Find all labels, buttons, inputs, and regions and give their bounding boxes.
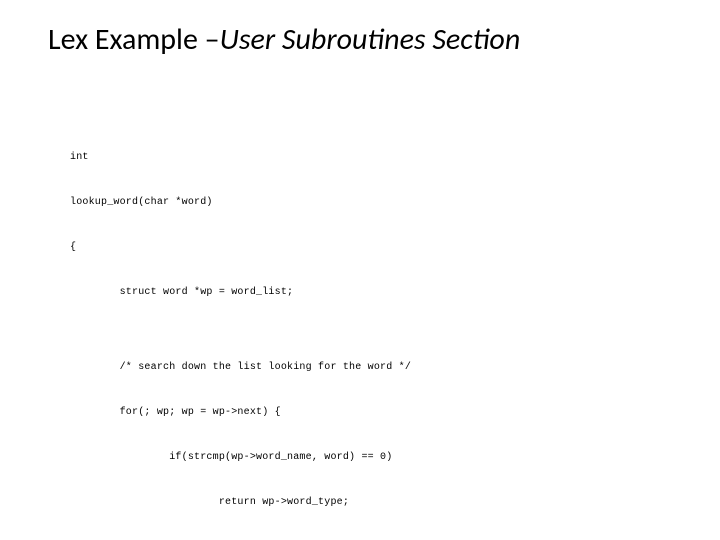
title-plain: Lex Example – xyxy=(48,21,220,58)
slide-title: Lex Example –User Subroutines Section xyxy=(48,22,680,58)
code-line: struct word *wp = word_list; xyxy=(70,285,411,300)
code-line: lookup_word(char *word) xyxy=(70,195,411,210)
code-line: /* search down the list looking for the … xyxy=(70,360,411,375)
slide: Lex Example –User Subroutines Section in… xyxy=(0,0,720,540)
code-line: if(strcmp(wp->word_name, word) == 0) xyxy=(70,450,411,465)
code-line: int xyxy=(70,150,411,165)
code-line: return wp->word_type; xyxy=(70,495,411,510)
code-line: for(; wp; wp = wp->next) { xyxy=(70,405,411,420)
code-line: { xyxy=(70,240,411,255)
code-block: int lookup_word(char *word) { struct wor… xyxy=(70,120,411,540)
title-italic: User Subroutines Section xyxy=(220,21,521,58)
